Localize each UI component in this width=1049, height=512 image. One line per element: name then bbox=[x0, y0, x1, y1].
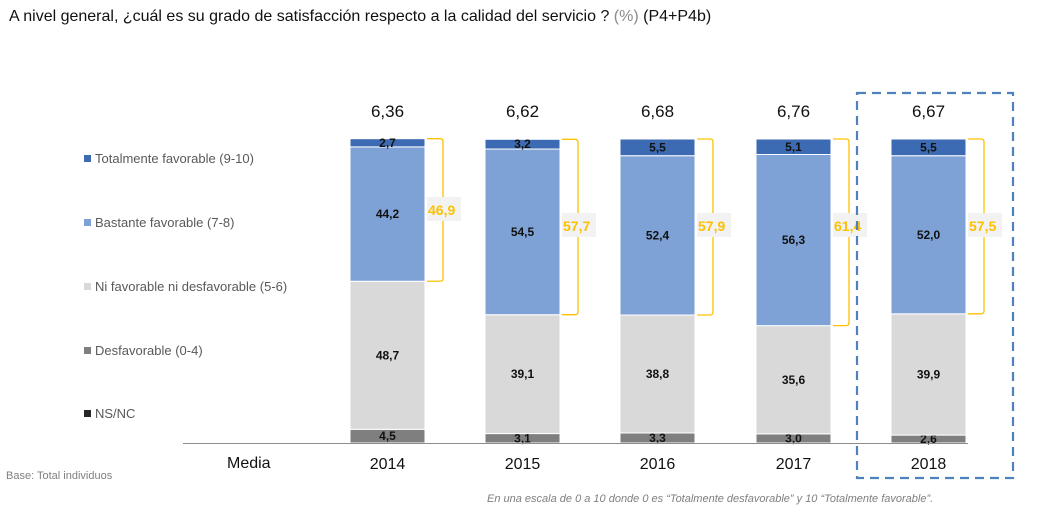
year-label-2017: 2017 bbox=[776, 456, 812, 473]
legend-label: Ni favorable ni desfavorable (5-6) bbox=[95, 279, 288, 294]
bar-segment-totalmente-2015 bbox=[484, 138, 561, 150]
bar-segment-totalmente-2017 bbox=[755, 138, 832, 156]
bar-segment-bastante-2014 bbox=[349, 146, 426, 282]
segment-label-bastante-2015: 54,5 bbox=[511, 225, 535, 239]
bar-segment-totalmente-2018 bbox=[890, 138, 967, 157]
media-label: Media bbox=[227, 455, 271, 472]
favorable-total-2014: 46,9 bbox=[428, 202, 455, 218]
bar-segment-ni-2014 bbox=[349, 280, 426, 430]
bar-segment-ni-2018 bbox=[890, 313, 967, 436]
year-label-2015: 2015 bbox=[505, 456, 541, 473]
year-label-2018: 2018 bbox=[911, 456, 947, 473]
segment-label-bastante-2018: 52,0 bbox=[917, 228, 941, 242]
mean-value-2018: 6,67 bbox=[912, 102, 945, 121]
favorable-total-bg-2016 bbox=[697, 213, 731, 237]
segment-label-ni-2017: 35,6 bbox=[782, 373, 806, 387]
bar-segment-bastante-2015 bbox=[484, 148, 561, 316]
legend-swatch-totalmente bbox=[84, 155, 91, 162]
segment-label-totalmente-2017: 5,1 bbox=[785, 140, 802, 154]
legend-label: NS/NC bbox=[95, 406, 136, 421]
favorable-total-bg-2018 bbox=[968, 213, 1002, 237]
segment-label-totalmente-2016: 5,5 bbox=[649, 140, 666, 154]
favorable-total-bg-2014 bbox=[427, 196, 461, 221]
mean-value-2017: 6,76 bbox=[777, 102, 810, 121]
highlight-box-2018 bbox=[855, 91, 1015, 480]
bar-segment-bastante-2018 bbox=[890, 155, 967, 315]
segment-label-ni-2015: 39,1 bbox=[511, 367, 535, 381]
bar-segment-bastante-2016 bbox=[619, 155, 696, 316]
title-percent: (%) bbox=[613, 8, 639, 25]
segment-label-totalmente-2018: 5,5 bbox=[920, 140, 937, 154]
mean-value-2015: 6,62 bbox=[506, 102, 539, 121]
mean-value-2014: 6,36 bbox=[371, 102, 404, 121]
bar-segment-totalmente-2016 bbox=[619, 138, 696, 157]
legend-swatch-desfavorable bbox=[84, 347, 91, 354]
segment-label-desfavorable-2014: 4,5 bbox=[379, 429, 396, 443]
legend-swatch-bastante bbox=[84, 219, 91, 226]
segment-label-bastante-2014: 44,2 bbox=[376, 207, 400, 221]
segment-label-bastante-2016: 52,4 bbox=[646, 228, 670, 242]
legend-label: Desfavorable (0-4) bbox=[95, 343, 203, 358]
segment-label-desfavorable-2017: 3,0 bbox=[785, 431, 802, 445]
year-label-2016: 2016 bbox=[640, 456, 676, 473]
segment-label-totalmente-2014: 2,7 bbox=[379, 136, 396, 150]
year-label-2014: 2014 bbox=[370, 456, 406, 473]
bar-segment-ni-2015 bbox=[484, 314, 561, 435]
segment-label-ni-2016: 38,8 bbox=[646, 367, 670, 381]
favorable-total-2016: 57,9 bbox=[698, 218, 725, 234]
bar-segment-totalmente-2014 bbox=[349, 138, 426, 148]
legend-swatch-ni bbox=[84, 283, 91, 290]
bar-segment-ni-2017 bbox=[755, 325, 832, 435]
favorable-total-2015: 57,7 bbox=[563, 218, 590, 234]
legend-item-totalmente: Totalmente favorable (9-10) bbox=[84, 151, 314, 167]
bar-segment-ni-2016 bbox=[619, 314, 696, 434]
segment-label-desfavorable-2016: 3,3 bbox=[649, 431, 666, 445]
favorable-total-bg-2017 bbox=[833, 213, 867, 237]
scale-note: En una escala de 0 a 10 donde 0 es “Tota… bbox=[487, 493, 934, 505]
segment-label-bastante-2017: 56,3 bbox=[782, 233, 806, 247]
legend-item-nsnc: NS/NC bbox=[84, 406, 314, 422]
segment-label-ni-2014: 48,7 bbox=[376, 348, 400, 362]
legend-item-bastante: Bastante favorable (7-8) bbox=[84, 215, 314, 231]
legend-label: Bastante favorable (7-8) bbox=[95, 215, 235, 230]
legend-item-desfavorable: Desfavorable (0-4) bbox=[84, 343, 314, 359]
legend-item-ni: Ni favorable ni desfavorable (5-6) bbox=[84, 279, 304, 295]
segment-label-totalmente-2015: 3,2 bbox=[514, 137, 531, 151]
chart-title: A nivel general, ¿cuál es su grado de sa… bbox=[9, 8, 711, 26]
base-note: Base: Total individuos bbox=[6, 470, 113, 482]
title-main: A nivel general, ¿cuál es su grado de sa… bbox=[9, 8, 610, 25]
favorable-total-2017: 61,4 bbox=[834, 218, 861, 234]
segment-label-ni-2018: 39,9 bbox=[917, 367, 941, 381]
segment-label-desfavorable-2015: 3,1 bbox=[514, 431, 531, 445]
bar-segment-bastante-2017 bbox=[755, 154, 832, 327]
title-code: (P4+P4b) bbox=[643, 8, 712, 25]
legend-swatch-nsnc bbox=[84, 410, 91, 417]
mean-value-2016: 6,68 bbox=[641, 102, 674, 121]
favorable-total-2018: 57,5 bbox=[969, 218, 996, 234]
legend-label: Totalmente favorable (9-10) bbox=[95, 151, 254, 166]
favorable-total-bg-2015 bbox=[562, 213, 596, 237]
